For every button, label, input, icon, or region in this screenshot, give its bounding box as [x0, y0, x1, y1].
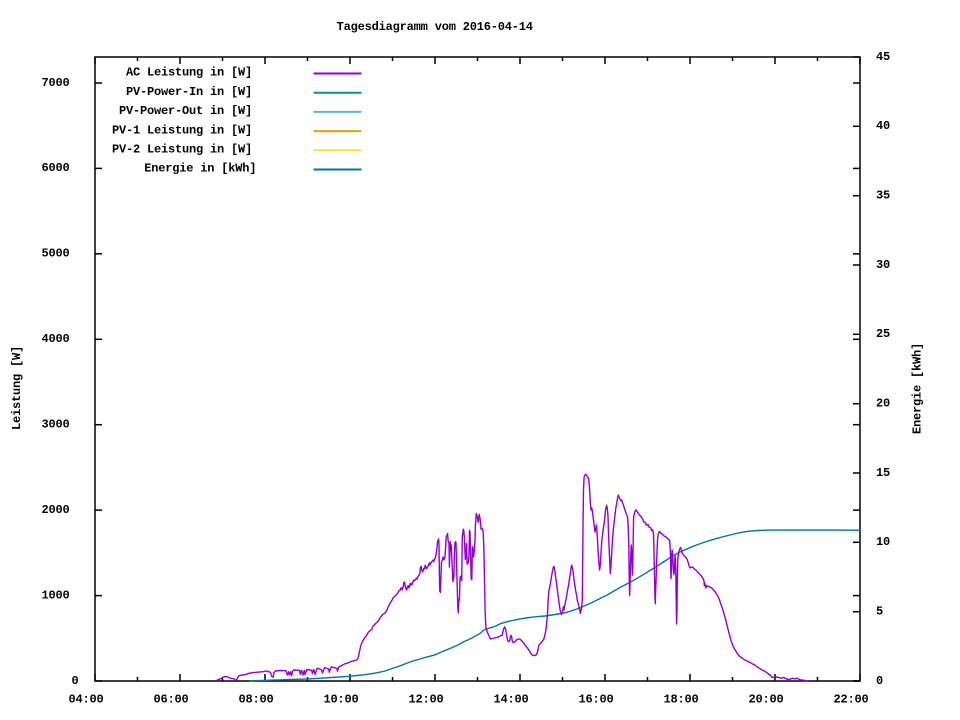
svg-text:2000: 2000	[41, 503, 69, 517]
svg-text:10:00: 10:00	[323, 692, 358, 706]
svg-text:PV-2 Leistung in [W]: PV-2 Leistung in [W]	[112, 143, 252, 157]
svg-text:04:00: 04:00	[68, 692, 103, 706]
svg-text:Energie in [kWh]: Energie in [kWh]	[144, 162, 256, 176]
svg-text:08:00: 08:00	[238, 692, 273, 706]
svg-text:6000: 6000	[41, 161, 69, 175]
svg-text:35: 35	[876, 189, 890, 203]
svg-text:0: 0	[876, 674, 883, 688]
svg-text:4000: 4000	[41, 332, 69, 346]
svg-text:5000: 5000	[41, 247, 69, 261]
svg-text:0: 0	[71, 674, 78, 688]
svg-text:06:00: 06:00	[153, 692, 188, 706]
svg-text:AC Leistung in [W]: AC Leistung in [W]	[126, 66, 252, 80]
svg-text:22:00: 22:00	[833, 692, 868, 706]
svg-text:14:00: 14:00	[493, 692, 528, 706]
svg-text:16:00: 16:00	[578, 692, 613, 706]
svg-text:7000: 7000	[41, 76, 69, 90]
svg-text:20:00: 20:00	[748, 692, 783, 706]
svg-text:Tagesdiagramm vom 2016-04-14: Tagesdiagramm vom 2016-04-14	[337, 20, 533, 34]
svg-text:PV-1 Leistung in [W]: PV-1 Leistung in [W]	[112, 123, 252, 137]
svg-text:15: 15	[876, 466, 890, 480]
svg-text:PV-Power-Out in [W]: PV-Power-Out in [W]	[119, 104, 252, 118]
svg-text:18:00: 18:00	[663, 692, 698, 706]
svg-text:PV-Power-In in [W]: PV-Power-In in [W]	[126, 85, 252, 99]
svg-text:Leistung [W]: Leistung [W]	[10, 346, 24, 430]
svg-text:12:00: 12:00	[408, 692, 443, 706]
svg-text:5: 5	[876, 605, 883, 619]
svg-text:40: 40	[876, 119, 890, 133]
svg-text:30: 30	[876, 258, 890, 272]
svg-text:10: 10	[876, 535, 890, 549]
svg-text:1000: 1000	[41, 588, 69, 602]
svg-text:Energie [kWh]: Energie [kWh]	[911, 343, 925, 434]
svg-text:25: 25	[876, 327, 890, 341]
svg-text:45: 45	[876, 50, 890, 64]
svg-text:20: 20	[876, 397, 890, 411]
svg-text:3000: 3000	[41, 418, 69, 432]
